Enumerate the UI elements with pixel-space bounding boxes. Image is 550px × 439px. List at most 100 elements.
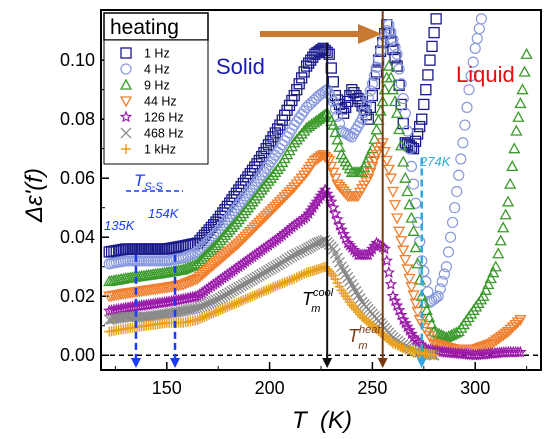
- data-point: [418, 265, 430, 277]
- data-point: [399, 171, 412, 183]
- data-point: [228, 218, 241, 230]
- data-point: [244, 226, 257, 238]
- data-point: [242, 293, 253, 304]
- series-468-hz: [103, 234, 440, 361]
- legend-entry: 126 Hz: [119, 110, 184, 125]
- data-point: [350, 89, 362, 102]
- data-point: [296, 269, 307, 280]
- data-point: [416, 113, 428, 125]
- data-point: [384, 173, 398, 185]
- data-point: [492, 247, 505, 259]
- data-point: [388, 95, 402, 107]
- data-point: [391, 48, 403, 60]
- data-point: [393, 226, 406, 238]
- data-point: [497, 221, 510, 233]
- data-point: [414, 120, 426, 133]
- data-point: [336, 261, 348, 273]
- data-point: [390, 213, 404, 225]
- data-point: [220, 303, 231, 314]
- legend-entries: 1 Hz 4 Hz 9 Hz 44 Hz 126 Hz 468 Hz 1 kHz: [119, 47, 184, 157]
- data-point: [197, 312, 208, 323]
- y-tick-label: 0.06: [60, 168, 95, 188]
- data-point: [344, 89, 356, 102]
- data-point: [233, 297, 244, 308]
- data-point: [261, 285, 272, 296]
- data-point: [325, 161, 338, 173]
- data-point: [390, 339, 401, 350]
- data-point: [432, 327, 446, 339]
- data-point: [382, 266, 396, 278]
- data-point: [300, 121, 313, 133]
- data-point: [269, 201, 282, 213]
- T-s-s-135-arrowhead: [130, 358, 141, 368]
- x-tick-label: 200: [255, 378, 285, 398]
- data-point: [489, 260, 502, 272]
- data-point: [228, 242, 241, 254]
- data-point: [393, 63, 405, 75]
- data-point: [387, 33, 399, 46]
- data-point: [471, 32, 483, 45]
- legend-box: [103, 39, 209, 165]
- reference-lines: [130, 10, 427, 368]
- data-point: [411, 257, 424, 269]
- data-point: [268, 282, 279, 293]
- data-point: [394, 308, 408, 321]
- data-point: [302, 119, 316, 131]
- x-tick-label: 250: [357, 378, 387, 398]
- data-point: [327, 95, 339, 108]
- data-point: [492, 333, 505, 345]
- data-point: [352, 289, 364, 301]
- data-point: [432, 290, 444, 302]
- data-point: [202, 264, 216, 276]
- data-point: [262, 208, 275, 220]
- data-point: [506, 160, 519, 172]
- data-point: [482, 278, 495, 290]
- data-point: [516, 83, 529, 95]
- data-point: [372, 114, 385, 126]
- data-point: [392, 340, 403, 351]
- data-point: [279, 255, 291, 267]
- data-point: [225, 244, 239, 256]
- data-point: [291, 272, 302, 283]
- data-point: [201, 310, 212, 321]
- data-point: [473, 23, 485, 35]
- data-point: [350, 304, 361, 315]
- data-point: [467, 56, 479, 68]
- data-point: [264, 206, 277, 218]
- data-point: [193, 271, 207, 283]
- data-point: [405, 141, 418, 153]
- data-point: [414, 236, 426, 248]
- data-point: [487, 337, 501, 349]
- legend-entry: 1 kHz: [121, 143, 176, 157]
- data-point: [229, 299, 240, 310]
- data-point: [501, 195, 515, 207]
- legend-marker: [119, 110, 133, 123]
- data-point: [397, 117, 409, 130]
- data-point: [501, 326, 515, 338]
- data-point: [305, 118, 318, 130]
- legend-title-box: [103, 12, 209, 41]
- data-point: [439, 342, 452, 354]
- data-point: [177, 279, 190, 291]
- data-point: [291, 115, 303, 128]
- legend: heating 1 Hz 4 Hz 9 Hz 44 Hz 126 Hz 468 Hz 1 k…: [103, 12, 209, 165]
- data-point: [463, 84, 475, 96]
- data-point: [253, 217, 266, 229]
- data-point: [331, 110, 344, 122]
- data-point: [308, 155, 321, 167]
- data-point: [514, 315, 527, 327]
- data-point: [348, 302, 359, 313]
- data-point: [293, 78, 305, 90]
- data-point: [426, 40, 438, 53]
- data-point: [475, 13, 487, 25]
- data-point: [424, 54, 436, 66]
- data-point: [207, 260, 220, 272]
- data-point: [274, 258, 286, 270]
- data-point: [378, 242, 391, 255]
- data-point: [213, 305, 224, 316]
- data-point: [399, 254, 412, 266]
- data-point: [343, 238, 356, 251]
- data-point: [346, 300, 357, 311]
- data-point: [415, 289, 428, 301]
- data-point: [434, 283, 446, 295]
